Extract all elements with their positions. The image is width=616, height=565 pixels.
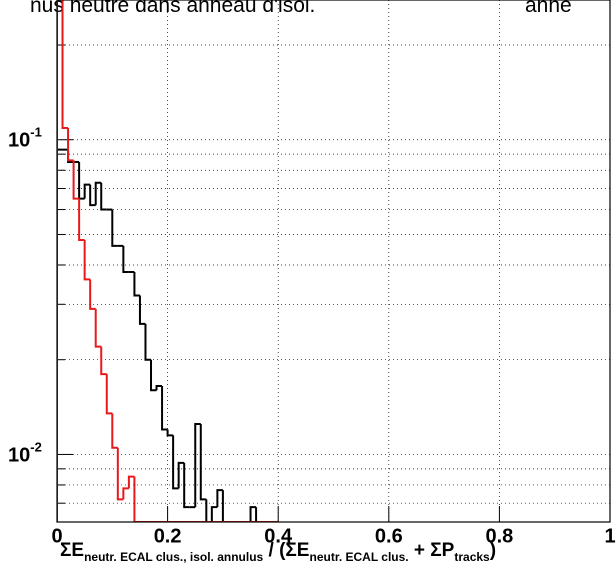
plot-area bbox=[57, 0, 279, 522]
frame bbox=[56, 0, 611, 523]
xlabel-part: neutr. ECAL clus., isol. annulus bbox=[84, 550, 263, 564]
histogram-bin bbox=[172, 435, 179, 490]
histogram-bin bbox=[111, 209, 118, 247]
x-tick-label: 0.2 bbox=[154, 525, 182, 547]
histogram-bin bbox=[255, 507, 262, 522]
histogram-bin bbox=[150, 359, 157, 392]
histogram-bin bbox=[138, 295, 146, 325]
histogram-bin bbox=[183, 462, 190, 509]
histogram-bin bbox=[89, 184, 96, 207]
histogram-bin bbox=[133, 476, 140, 522]
histogram-bin bbox=[61, 0, 69, 129]
x-axis-label: ΣEneutr. ECAL clus., isol. annulus / (ΣE… bbox=[60, 540, 496, 564]
histogram-bin bbox=[83, 240, 91, 281]
histogram-bin bbox=[144, 323, 152, 361]
histogram-bin bbox=[122, 487, 129, 500]
histogram-bin bbox=[94, 308, 102, 348]
x-tick-label: 0.8 bbox=[485, 525, 513, 547]
y-tick-label: 10-1 bbox=[8, 125, 42, 152]
histogram-bin bbox=[67, 127, 74, 162]
histogram-bin bbox=[199, 423, 207, 501]
histogram-bin bbox=[83, 183, 91, 199]
histogram-bin bbox=[78, 198, 85, 242]
histogram-bin bbox=[100, 346, 107, 376]
histogram-bin bbox=[72, 160, 80, 200]
xlabel-part: / (ΣE bbox=[263, 540, 309, 561]
histogram-bin bbox=[127, 475, 135, 489]
xlabel-part: neutr. ECAL clus. bbox=[309, 550, 408, 564]
histogram-bin bbox=[111, 413, 118, 449]
histogram-bin bbox=[105, 374, 113, 415]
xlabel-part: + ΣP bbox=[409, 540, 455, 561]
histogram-bin bbox=[133, 271, 140, 297]
y-tick-label: 10-2 bbox=[8, 439, 42, 466]
histogram-bin bbox=[249, 506, 257, 522]
xlabel-part: ΣE bbox=[60, 540, 84, 561]
histogram-bin bbox=[194, 422, 201, 508]
histogram-bin bbox=[89, 279, 96, 310]
histogram-bin bbox=[94, 181, 102, 206]
histogram-bin bbox=[216, 489, 223, 508]
y-tick-exponent: -1 bbox=[30, 125, 42, 140]
histogram-bin bbox=[100, 182, 107, 211]
histogram-bin bbox=[122, 245, 129, 273]
histogram-bin bbox=[116, 447, 124, 501]
y-tick-exponent: -2 bbox=[30, 439, 42, 454]
histogram-bin bbox=[177, 461, 185, 489]
y-tick-base: 10 bbox=[8, 130, 30, 152]
histogram-bin bbox=[205, 499, 212, 522]
histogram-bin bbox=[166, 429, 174, 437]
y-tick-base: 10 bbox=[8, 444, 30, 466]
histogram-bin bbox=[155, 385, 163, 391]
x-tick-label: 1 bbox=[604, 525, 615, 547]
histogram-bin bbox=[57, 148, 63, 522]
title-fragment: anne bbox=[525, 0, 572, 17]
title-fragment: nus neutre dans anneau d'isol. bbox=[30, 0, 315, 17]
x-tick-label: 0 bbox=[51, 525, 62, 547]
x-tick-label: 0.4 bbox=[264, 525, 293, 547]
histogram-bin bbox=[161, 386, 168, 431]
histogram-bin bbox=[221, 490, 229, 522]
xlabel-part: tracks bbox=[454, 550, 490, 564]
histogram-bin bbox=[210, 506, 218, 522]
xlabel-part: ) bbox=[490, 540, 496, 561]
x-tick-label: 0.6 bbox=[375, 525, 403, 547]
